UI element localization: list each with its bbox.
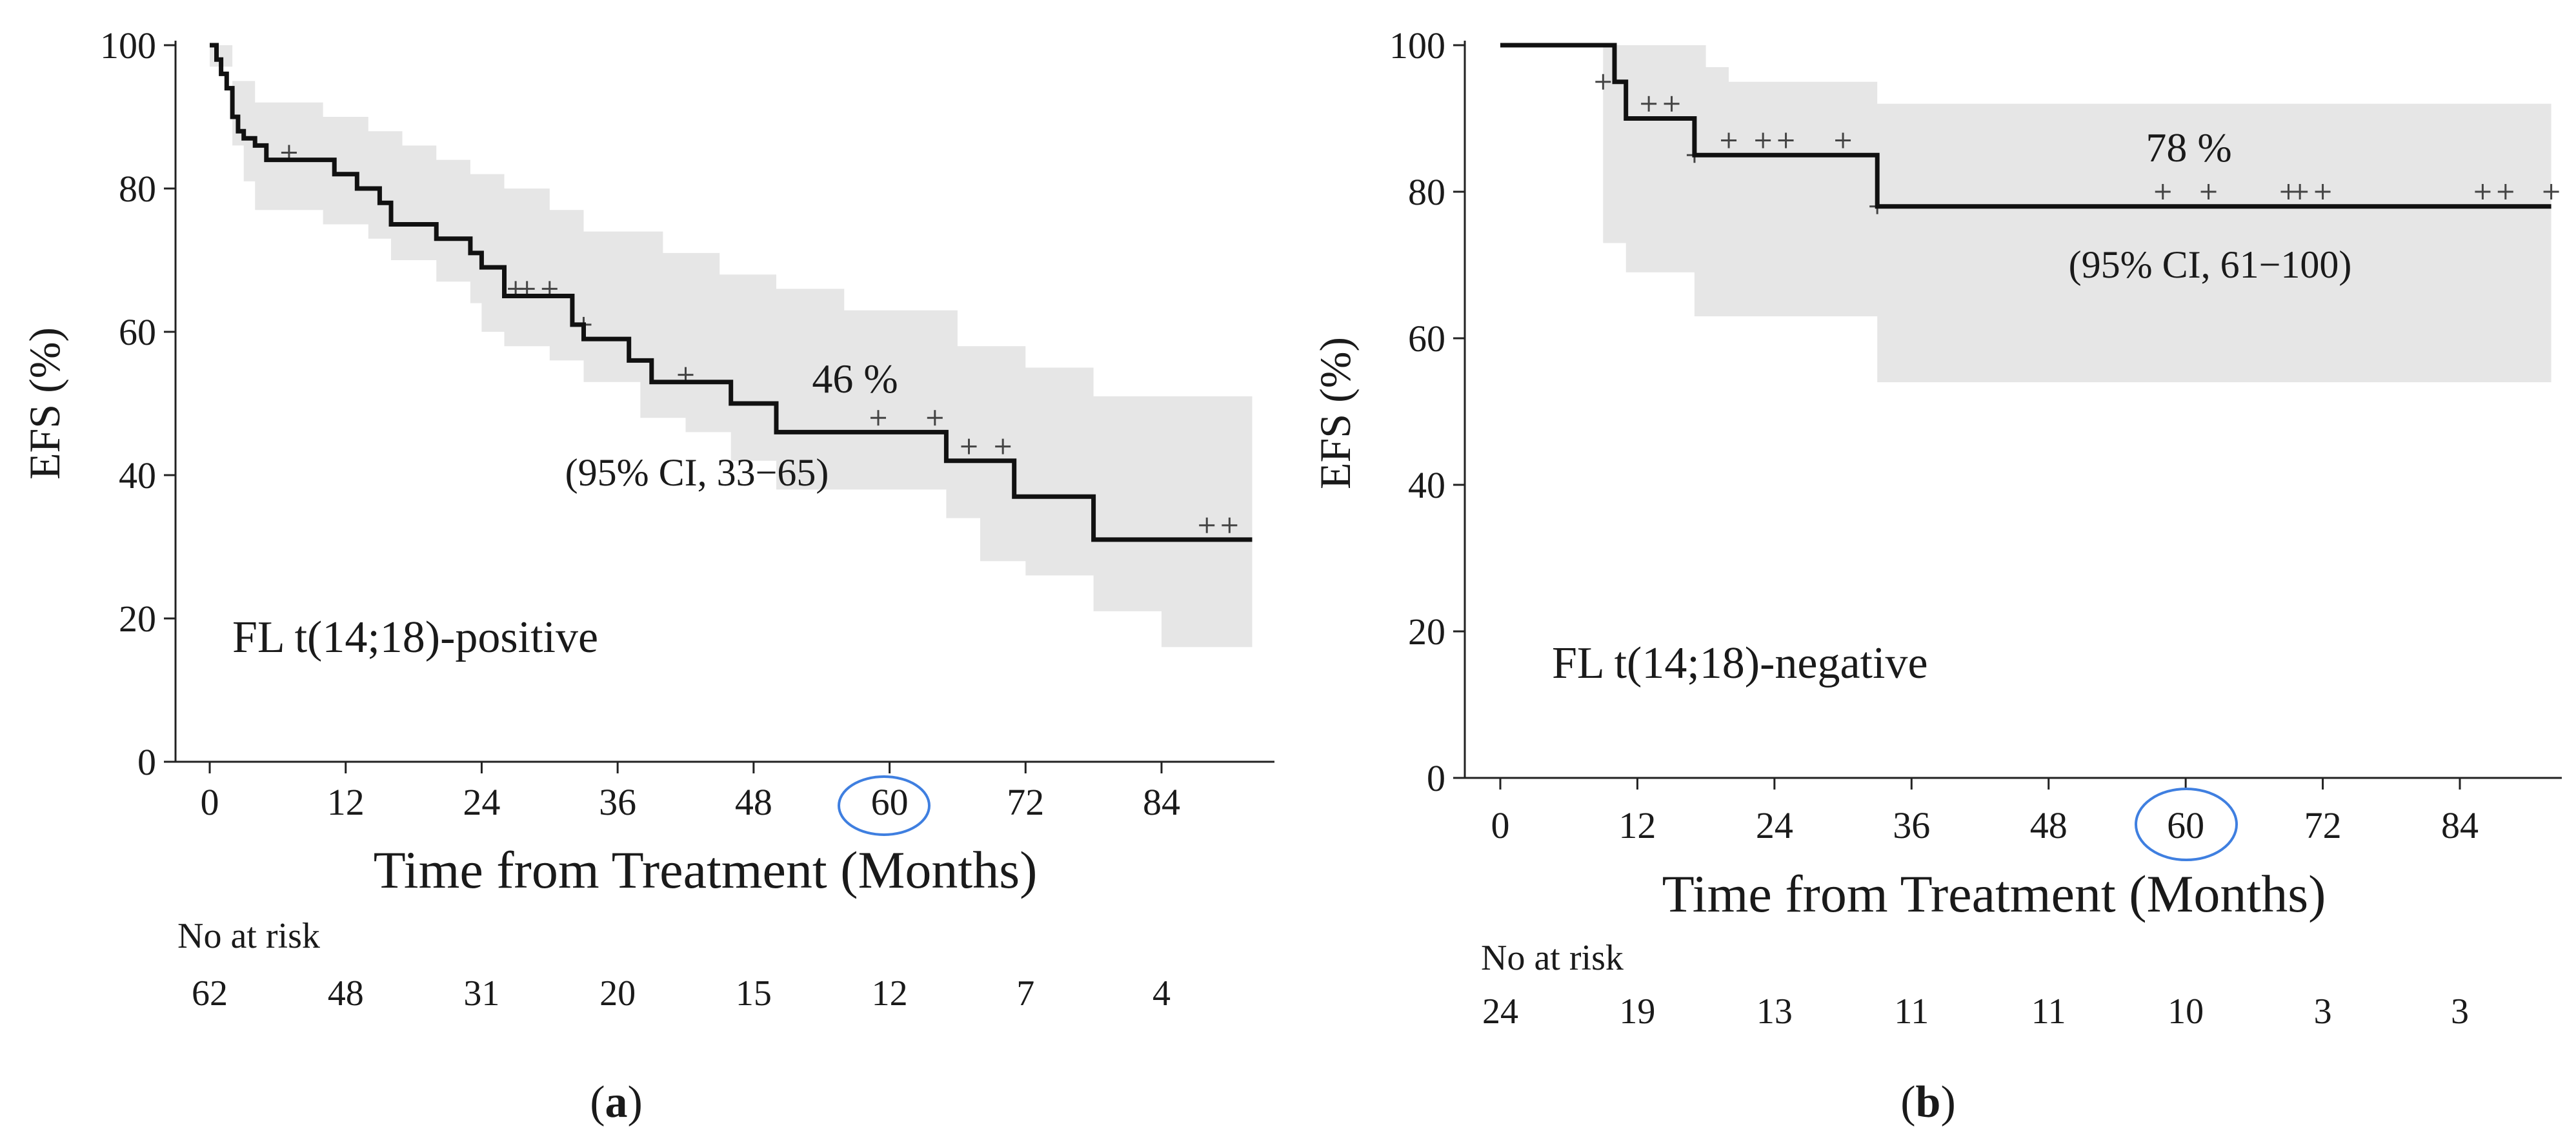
risk-count: 13 xyxy=(1756,992,1793,1032)
y-tick-label: 40 xyxy=(119,454,156,496)
censor-marks xyxy=(1595,74,2559,214)
y-tick-label: 20 xyxy=(1408,611,1445,653)
risk-table-title: No at risk xyxy=(177,916,320,956)
km-survival-curve xyxy=(1500,43,2551,209)
risk-count: 10 xyxy=(2168,992,2204,1032)
risk-count: 12 xyxy=(872,974,908,1014)
y-axis-ticks: 0 20 40 60 80 100 xyxy=(1389,25,1465,799)
x-axis-ticks: 0 12 24 36 48 60 72 84 xyxy=(1491,778,2479,846)
y-axis-ticks: 0 20 40 60 80 100 xyxy=(100,25,176,783)
x-tick-label: 0 xyxy=(201,781,219,823)
y-tick-label: 0 xyxy=(1427,757,1445,799)
y-tick-label: 80 xyxy=(1408,171,1445,213)
x-tick-label: 84 xyxy=(2441,804,2479,846)
censor-mark xyxy=(961,438,977,454)
x-tick-label: 36 xyxy=(599,781,636,823)
confidence-band xyxy=(210,45,1253,647)
risk-count: 48 xyxy=(328,974,364,1014)
risk-count: 3 xyxy=(2451,992,2469,1032)
censor-mark xyxy=(1664,96,1680,112)
confidence-band xyxy=(1500,45,2551,383)
y-tick-label: 60 xyxy=(119,311,156,353)
y-tick-label: 60 xyxy=(1408,318,1445,360)
y-axis-label: EFS (%) xyxy=(20,327,69,480)
y-tick-label: 80 xyxy=(119,168,156,210)
censor-mark xyxy=(1595,74,1611,90)
group-label: FL t(14;18)-negative xyxy=(1552,638,1928,688)
x-axis-ticks: 0 12 24 36 48 60 72 84 xyxy=(201,762,1180,823)
censor-mark xyxy=(1641,96,1657,112)
x-tick-label: 60 xyxy=(871,781,909,823)
ci-label: (95% CI, 61−100) xyxy=(2069,243,2352,286)
group-label: FL t(14;18)-positive xyxy=(232,613,598,662)
x-tick-label: 24 xyxy=(1756,804,1793,846)
risk-count: 3 xyxy=(2314,992,2332,1032)
risk-count: 20 xyxy=(599,974,636,1014)
estimate-label: 78 % xyxy=(2146,125,2231,170)
panel-label: (b) xyxy=(1900,1077,1956,1127)
risk-count: 7 xyxy=(1016,974,1034,1014)
censor-mark xyxy=(2200,184,2217,199)
risk-count: 24 xyxy=(1482,992,1518,1032)
x-tick-label: 72 xyxy=(2304,804,2342,846)
y-tick-label: 0 xyxy=(137,741,156,783)
censor-mark xyxy=(1222,517,1238,533)
x-axis-label: Time from Treatment (Months) xyxy=(374,841,1038,899)
censor-mark xyxy=(1755,132,1771,148)
x-tick-label: 0 xyxy=(1491,804,1510,846)
estimate-label: 46 % xyxy=(812,356,898,402)
risk-table-title: No at risk xyxy=(1481,938,1624,978)
panel-a-chart: 0 20 40 60 80 100 0 12 24 36 48 60 72 84 EFS (%) Tim… xyxy=(20,25,1274,1127)
censor-mark xyxy=(2315,184,2331,199)
x-tick-label: 12 xyxy=(327,781,365,823)
risk-count: 11 xyxy=(1894,992,1929,1032)
risk-count: 11 xyxy=(2031,992,2066,1032)
km-survival-curve xyxy=(210,43,1253,542)
y-tick-label: 100 xyxy=(100,25,156,66)
risk-count: 15 xyxy=(736,974,772,1014)
censor-mark xyxy=(2475,184,2491,199)
censor-mark xyxy=(995,438,1011,454)
highlight-circle-60 xyxy=(2135,788,2238,861)
risk-table-counts: 24 19 13 11 11 10 3 3 xyxy=(1482,992,2469,1032)
risk-count: 19 xyxy=(1619,992,1655,1032)
y-tick-label: 40 xyxy=(1408,464,1445,506)
x-tick-label: 60 xyxy=(2167,804,2204,846)
x-tick-label: 12 xyxy=(1618,804,1656,846)
risk-count: 62 xyxy=(192,974,228,1014)
x-tick-label: 48 xyxy=(735,781,772,823)
y-axis-label: EFS (%) xyxy=(1311,337,1360,489)
censor-mark xyxy=(2497,184,2513,199)
y-tick-label: 100 xyxy=(1389,25,1445,66)
ci-label: (95% CI, 33−65) xyxy=(565,451,829,494)
censor-mark xyxy=(1835,132,1851,148)
x-tick-label: 72 xyxy=(1007,781,1044,823)
x-axis-label: Time from Treatment (Months) xyxy=(1662,864,2326,923)
censor-mark xyxy=(927,410,943,426)
x-tick-label: 84 xyxy=(1143,781,1180,823)
x-tick-label: 24 xyxy=(463,781,500,823)
risk-count: 4 xyxy=(1152,974,1171,1014)
x-tick-label: 36 xyxy=(1893,804,1930,846)
censor-marks xyxy=(281,145,1238,533)
censor-mark xyxy=(1778,132,1794,148)
y-tick-label: 20 xyxy=(119,598,156,640)
panel-b-chart: 0 20 40 60 80 100 0 12 24 36 48 60 72 84 EFS (%) Tim… xyxy=(1311,25,2562,1127)
censor-mark xyxy=(1721,132,1737,148)
censor-mark xyxy=(2292,184,2308,199)
risk-count: 31 xyxy=(463,974,499,1014)
risk-table-counts: 62 48 31 20 15 12 7 4 xyxy=(192,974,1171,1014)
censor-mark xyxy=(870,410,887,426)
panel-label: (a) xyxy=(590,1077,643,1127)
censor-mark xyxy=(2543,184,2559,199)
censor-mark xyxy=(1199,517,1215,533)
highlight-circle-60 xyxy=(838,775,931,836)
x-tick-label: 48 xyxy=(2030,804,2068,846)
censor-mark xyxy=(2155,184,2171,199)
